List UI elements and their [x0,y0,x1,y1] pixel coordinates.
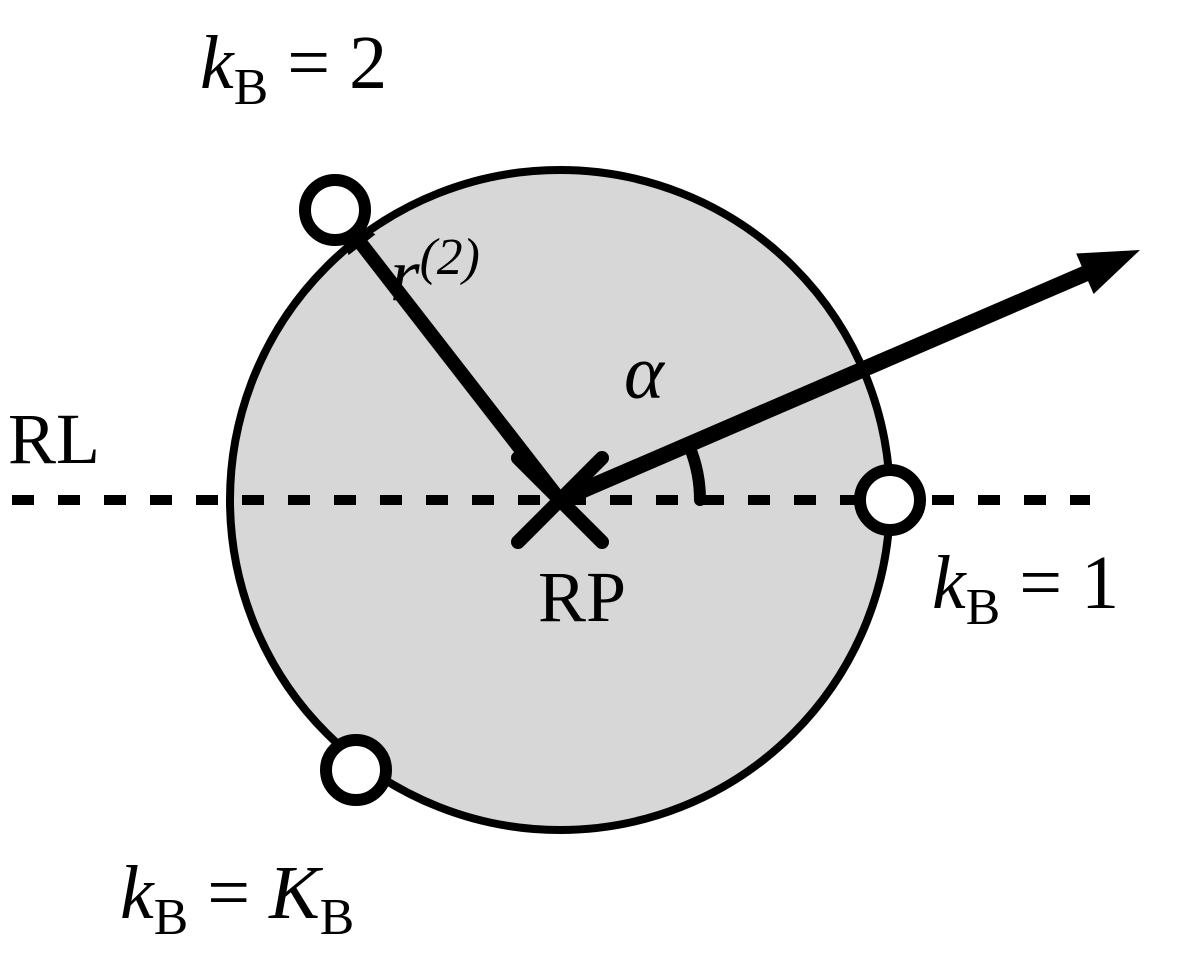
label-alpha: α [624,330,664,417]
label-r2: r(2) [390,228,480,319]
diagram-svg [0,0,1194,962]
label-rl: RL [8,398,100,481]
label-kb1: kB = 1 [932,540,1119,637]
diagram-stage: kB = 2 r(2) α RL RP kB = 1 kB = KB [0,0,1194,962]
label-kbK: kB = KB [120,850,354,947]
label-kb2: kB = 2 [200,20,387,117]
label-rp: RP [538,556,626,639]
